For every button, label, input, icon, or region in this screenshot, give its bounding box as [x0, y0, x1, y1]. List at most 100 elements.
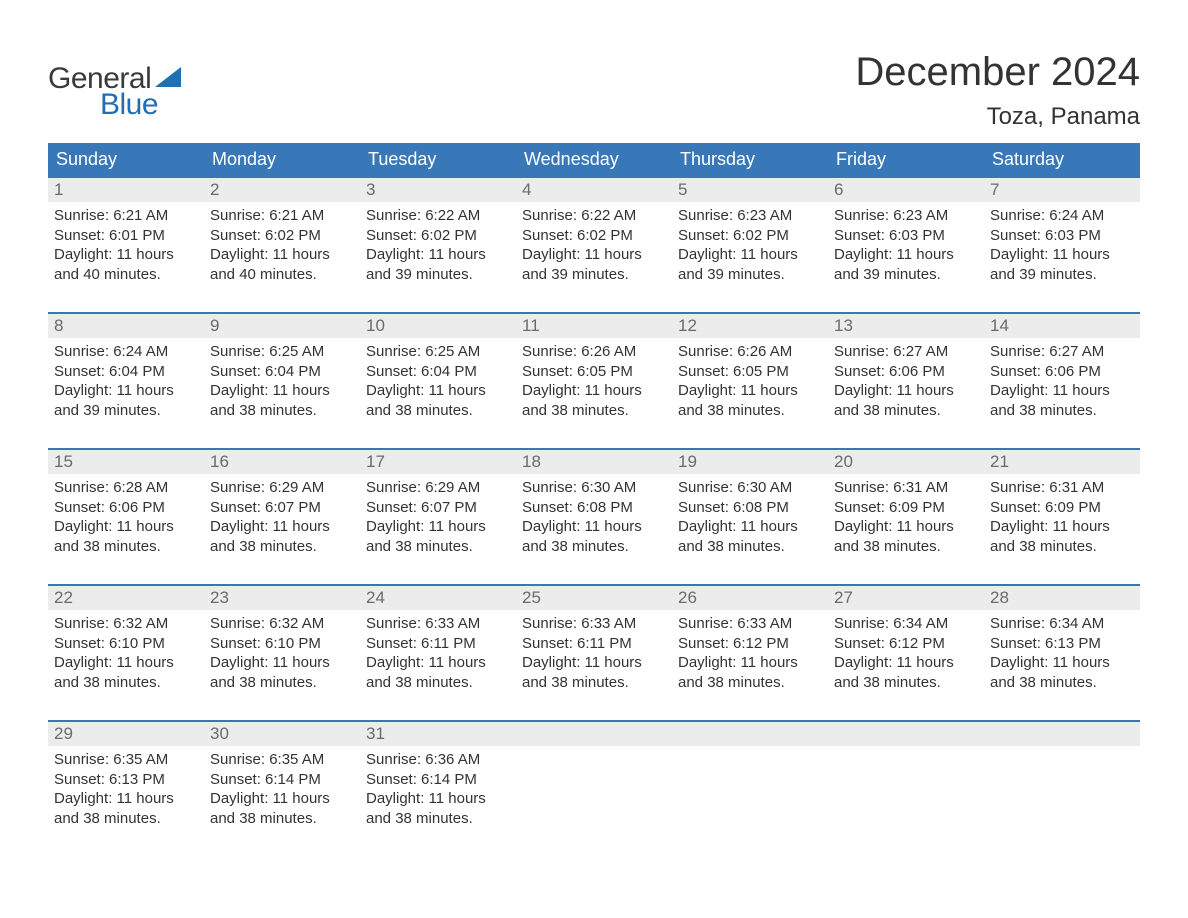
d2-line: and 38 minutes.: [990, 673, 1134, 693]
dow-cell: Thursday: [672, 143, 828, 176]
day-cell: 13Sunrise: 6:27 AMSunset: 6:06 PMDayligh…: [828, 314, 984, 434]
day-number: 29: [48, 722, 204, 746]
d2-line: and 38 minutes.: [990, 401, 1134, 421]
day-cell: 24Sunrise: 6:33 AMSunset: 6:11 PMDayligh…: [360, 586, 516, 706]
sunrise-line: Sunrise: 6:32 AM: [210, 614, 354, 634]
d1-line: Daylight: 11 hours: [990, 245, 1134, 265]
day-body: Sunrise: 6:30 AMSunset: 6:08 PMDaylight:…: [516, 474, 672, 562]
day-number: 12: [672, 314, 828, 338]
day-cell: 12Sunrise: 6:26 AMSunset: 6:05 PMDayligh…: [672, 314, 828, 434]
day-number: .: [672, 722, 828, 746]
sunrise-line: Sunrise: 6:28 AM: [54, 478, 198, 498]
d1-line: Daylight: 11 hours: [522, 381, 666, 401]
d1-line: Daylight: 11 hours: [522, 517, 666, 537]
sunrise-line: Sunrise: 6:23 AM: [834, 206, 978, 226]
day-cell: .: [984, 722, 1140, 842]
sunrise-line: Sunrise: 6:22 AM: [522, 206, 666, 226]
day-body: Sunrise: 6:22 AMSunset: 6:02 PMDaylight:…: [516, 202, 672, 290]
d2-line: and 38 minutes.: [210, 673, 354, 693]
day-number: .: [516, 722, 672, 746]
day-number: 27: [828, 586, 984, 610]
sunrise-line: Sunrise: 6:35 AM: [210, 750, 354, 770]
sunset-line: Sunset: 6:05 PM: [678, 362, 822, 382]
dow-cell: Monday: [204, 143, 360, 176]
sunset-line: Sunset: 6:10 PM: [210, 634, 354, 654]
day-number: 24: [360, 586, 516, 610]
sunrise-line: Sunrise: 6:33 AM: [678, 614, 822, 634]
day-number: 10: [360, 314, 516, 338]
day-cell: 21Sunrise: 6:31 AMSunset: 6:09 PMDayligh…: [984, 450, 1140, 570]
d2-line: and 38 minutes.: [522, 401, 666, 421]
day-cell: .: [672, 722, 828, 842]
day-cell: 30Sunrise: 6:35 AMSunset: 6:14 PMDayligh…: [204, 722, 360, 842]
d2-line: and 39 minutes.: [678, 265, 822, 285]
d2-line: and 38 minutes.: [54, 537, 198, 557]
dow-cell: Saturday: [984, 143, 1140, 176]
d1-line: Daylight: 11 hours: [366, 381, 510, 401]
day-body: Sunrise: 6:21 AMSunset: 6:02 PMDaylight:…: [204, 202, 360, 290]
sunrise-line: Sunrise: 6:30 AM: [522, 478, 666, 498]
week-row: 22Sunrise: 6:32 AMSunset: 6:10 PMDayligh…: [48, 584, 1140, 706]
day-number: 28: [984, 586, 1140, 610]
day-cell: 15Sunrise: 6:28 AMSunset: 6:06 PMDayligh…: [48, 450, 204, 570]
day-body: Sunrise: 6:35 AMSunset: 6:14 PMDaylight:…: [204, 746, 360, 834]
day-cell: 26Sunrise: 6:33 AMSunset: 6:12 PMDayligh…: [672, 586, 828, 706]
day-cell: 8Sunrise: 6:24 AMSunset: 6:04 PMDaylight…: [48, 314, 204, 434]
day-number: 14: [984, 314, 1140, 338]
month-title: December 2024: [855, 50, 1140, 95]
day-cell: 14Sunrise: 6:27 AMSunset: 6:06 PMDayligh…: [984, 314, 1140, 434]
sunrise-line: Sunrise: 6:29 AM: [366, 478, 510, 498]
logo: General Blue: [48, 50, 183, 122]
day-cell: 29Sunrise: 6:35 AMSunset: 6:13 PMDayligh…: [48, 722, 204, 842]
day-body: Sunrise: 6:26 AMSunset: 6:05 PMDaylight:…: [516, 338, 672, 426]
day-number: 3: [360, 178, 516, 202]
sunrise-line: Sunrise: 6:31 AM: [990, 478, 1134, 498]
sunrise-line: Sunrise: 6:36 AM: [366, 750, 510, 770]
day-body: Sunrise: 6:27 AMSunset: 6:06 PMDaylight:…: [828, 338, 984, 426]
d1-line: Daylight: 11 hours: [834, 517, 978, 537]
sunset-line: Sunset: 6:04 PM: [54, 362, 198, 382]
day-number: 26: [672, 586, 828, 610]
day-number: 9: [204, 314, 360, 338]
sunrise-line: Sunrise: 6:21 AM: [54, 206, 198, 226]
day-cell: 22Sunrise: 6:32 AMSunset: 6:10 PMDayligh…: [48, 586, 204, 706]
sunset-line: Sunset: 6:03 PM: [834, 226, 978, 246]
day-number: 1: [48, 178, 204, 202]
d1-line: Daylight: 11 hours: [54, 517, 198, 537]
sunset-line: Sunset: 6:06 PM: [834, 362, 978, 382]
sunrise-line: Sunrise: 6:27 AM: [990, 342, 1134, 362]
sunset-line: Sunset: 6:09 PM: [990, 498, 1134, 518]
d2-line: and 40 minutes.: [210, 265, 354, 285]
sunrise-line: Sunrise: 6:23 AM: [678, 206, 822, 226]
day-number: 15: [48, 450, 204, 474]
d2-line: and 38 minutes.: [678, 401, 822, 421]
logo-text-blue: Blue: [100, 88, 158, 122]
day-body: Sunrise: 6:27 AMSunset: 6:06 PMDaylight:…: [984, 338, 1140, 426]
day-cell: .: [516, 722, 672, 842]
day-cell: 9Sunrise: 6:25 AMSunset: 6:04 PMDaylight…: [204, 314, 360, 434]
sunset-line: Sunset: 6:04 PM: [210, 362, 354, 382]
sunset-line: Sunset: 6:10 PM: [54, 634, 198, 654]
sunset-line: Sunset: 6:01 PM: [54, 226, 198, 246]
d1-line: Daylight: 11 hours: [54, 653, 198, 673]
d1-line: Daylight: 11 hours: [834, 653, 978, 673]
day-body: Sunrise: 6:30 AMSunset: 6:08 PMDaylight:…: [672, 474, 828, 562]
sunrise-line: Sunrise: 6:34 AM: [990, 614, 1134, 634]
d1-line: Daylight: 11 hours: [678, 381, 822, 401]
day-body: Sunrise: 6:29 AMSunset: 6:07 PMDaylight:…: [204, 474, 360, 562]
day-cell: 1 Sunrise: 6:21 AMSunset: 6:01 PMDaylight…: [48, 178, 204, 298]
day-body: Sunrise: 6:34 AMSunset: 6:13 PMDaylight:…: [984, 610, 1140, 698]
day-number: 18: [516, 450, 672, 474]
day-body: Sunrise: 6:36 AMSunset: 6:14 PMDaylight:…: [360, 746, 516, 834]
day-body: Sunrise: 6:24 AMSunset: 6:03 PMDaylight:…: [984, 202, 1140, 290]
d1-line: Daylight: 11 hours: [990, 653, 1134, 673]
d1-line: Daylight: 11 hours: [54, 245, 198, 265]
d2-line: and 38 minutes.: [522, 537, 666, 557]
d1-line: Daylight: 11 hours: [678, 517, 822, 537]
day-cell: 6Sunrise: 6:23 AMSunset: 6:03 PMDaylight…: [828, 178, 984, 298]
d1-line: Daylight: 11 hours: [210, 517, 354, 537]
d1-line: Daylight: 11 hours: [366, 245, 510, 265]
sunset-line: Sunset: 6:12 PM: [678, 634, 822, 654]
day-number: 16: [204, 450, 360, 474]
day-cell: 18Sunrise: 6:30 AMSunset: 6:08 PMDayligh…: [516, 450, 672, 570]
